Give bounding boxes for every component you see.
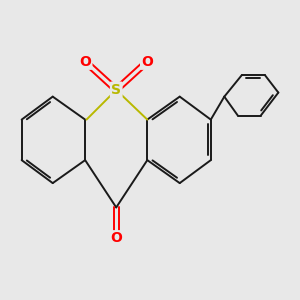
Text: O: O [110,232,122,245]
Text: O: O [141,55,153,68]
Text: O: O [79,55,91,68]
Text: S: S [111,83,121,97]
